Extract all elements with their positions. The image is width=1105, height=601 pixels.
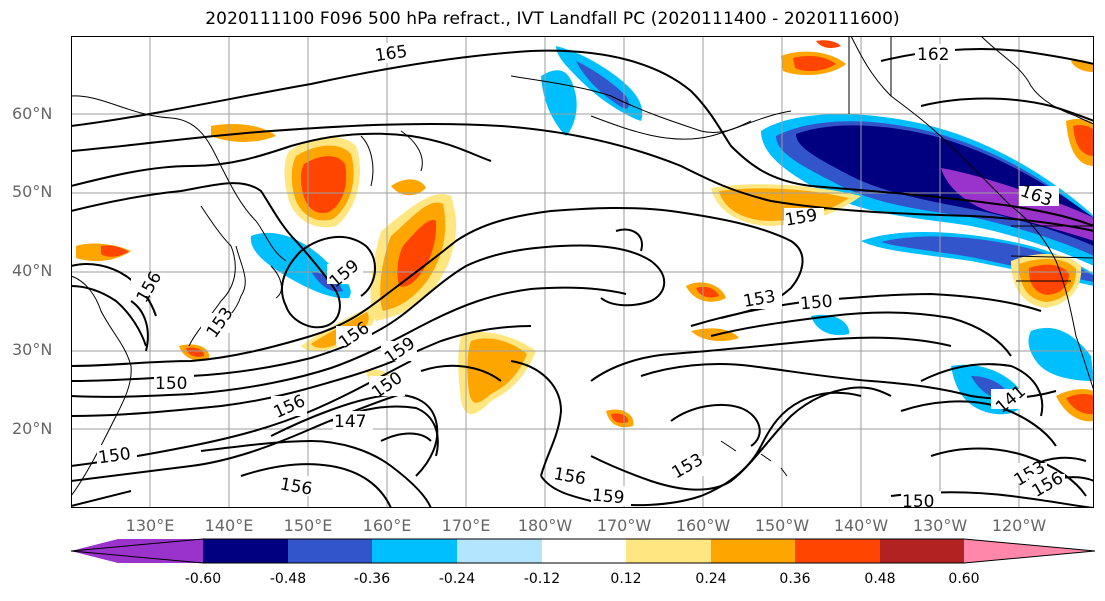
graticule [71, 36, 1094, 508]
fill-pos-light [391, 179, 426, 196]
contour-label: 159 [591, 486, 625, 508]
colorbar-tick: -0.36 [353, 571, 391, 587]
fill-pos-mid [397, 220, 437, 287]
lon-label-160e: 160°E [362, 516, 412, 535]
colorbar-segment [71, 539, 203, 563]
contour-label: 150 [902, 492, 934, 508]
colorbar-segment [457, 539, 542, 563]
colorbar-tick: 0.48 [864, 571, 896, 587]
contour-label: 165 [374, 42, 409, 66]
lon-label-150e: 150°E [283, 516, 333, 535]
fill-pos-light [467, 338, 527, 403]
contour-label: 147 [334, 412, 366, 432]
colorbar-tick: 0.60 [948, 571, 980, 587]
colorbar-tick: -0.48 [269, 571, 307, 587]
lon-label-160w: 160°W [675, 516, 731, 535]
lon-label-170w: 170°W [596, 516, 652, 535]
fill-neg-light [1028, 327, 1094, 381]
contour-label: 150 [155, 374, 187, 394]
colorbar-tick: -0.12 [523, 571, 561, 587]
colorbar-segment [626, 539, 711, 563]
fill-pos-mid [1066, 393, 1094, 415]
lon-label-180w: 180°W [517, 516, 573, 535]
colorbar-tick: 0.36 [779, 571, 811, 587]
colorbar-outline [70, 538, 1096, 564]
fill-neg-light [541, 70, 577, 136]
map-title: 2020111100 F096 500 hPa refract., IVT La… [205, 9, 900, 29]
colorbar-segment [542, 539, 626, 563]
colorbar [70, 538, 1096, 564]
colorbar-tick: 0.24 [695, 571, 727, 587]
colorbar-tick: 0.12 [610, 571, 642, 587]
lon-label-140w: 140°W [833, 516, 889, 535]
fill-pos-mid [816, 40, 841, 49]
fill-neg-purple [941, 168, 1094, 241]
map-plot-area: 165 162 163 159 159 153 150 156 153 159 … [71, 36, 1094, 508]
fill-pos-mid [101, 245, 129, 257]
fill-pos-mid [1073, 125, 1094, 156]
colorbar-segment [964, 539, 1095, 563]
lon-label-130w: 130°W [912, 516, 968, 535]
fill-pos-mid [696, 286, 719, 298]
lat-label-20n: 20°N [12, 419, 53, 438]
fill-neg-light [811, 314, 850, 336]
contour-label: 150 [97, 444, 132, 468]
contour-label: 162 [917, 45, 949, 65]
lon-label-170e: 170°E [441, 516, 491, 535]
fill-neg-mid [576, 61, 629, 109]
lat-label-60n: 60°N [12, 104, 53, 123]
colorbar-segment [711, 539, 795, 563]
lon-label-120w: 120°W [991, 516, 1047, 535]
colorbar-tick: -0.60 [184, 571, 222, 587]
lon-label-130e: 130°E [125, 516, 175, 535]
colorbar-segment [880, 539, 964, 563]
fill-pos-mid [186, 347, 205, 357]
fill-pos-mid [300, 156, 347, 214]
lon-label-150w: 150°W [754, 516, 810, 535]
lat-label-40n: 40°N [12, 261, 53, 280]
colorbar-segment [203, 539, 288, 563]
contour-label: 150 [799, 292, 833, 315]
contour-labels: 165 162 163 159 159 153 150 156 153 159 … [97, 42, 1067, 508]
colorbar-tick: -0.24 [438, 571, 476, 587]
fill-pos-mid [793, 56, 836, 72]
colorbar-segment [372, 539, 457, 563]
lon-label-140e: 140°E [204, 516, 254, 535]
lat-label-50n: 50°N [12, 182, 53, 201]
colorbar-segments [70, 538, 1096, 564]
colorbar-segment [288, 539, 372, 563]
lat-label-30n: 30°N [12, 340, 53, 359]
colorbar-segment [795, 539, 880, 563]
